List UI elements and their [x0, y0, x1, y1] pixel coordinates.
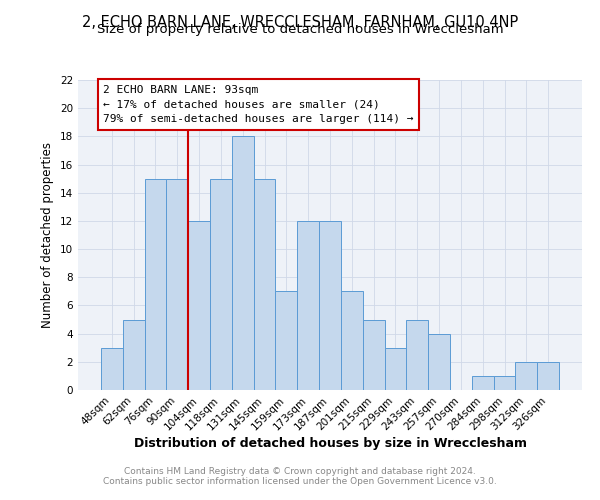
- X-axis label: Distribution of detached houses by size in Wrecclesham: Distribution of detached houses by size …: [133, 438, 527, 450]
- Bar: [341, 292, 363, 390]
- Bar: [297, 221, 319, 390]
- Text: Contains public sector information licensed under the Open Government Licence v3: Contains public sector information licen…: [103, 477, 497, 486]
- Text: 2 ECHO BARN LANE: 93sqm
← 17% of detached houses are smaller (24)
79% of semi-de: 2 ECHO BARN LANE: 93sqm ← 17% of detache…: [103, 84, 414, 124]
- Bar: [472, 376, 494, 390]
- Bar: [166, 178, 188, 390]
- Bar: [363, 320, 385, 390]
- Bar: [515, 362, 537, 390]
- Bar: [101, 348, 123, 390]
- Bar: [494, 376, 515, 390]
- Bar: [254, 178, 275, 390]
- Bar: [123, 320, 145, 390]
- Bar: [406, 320, 428, 390]
- Text: Size of property relative to detached houses in Wrecclesham: Size of property relative to detached ho…: [97, 22, 503, 36]
- Bar: [428, 334, 450, 390]
- Bar: [385, 348, 406, 390]
- Bar: [210, 178, 232, 390]
- Bar: [232, 136, 254, 390]
- Bar: [145, 178, 166, 390]
- Text: 2, ECHO BARN LANE, WRECCLESHAM, FARNHAM, GU10 4NP: 2, ECHO BARN LANE, WRECCLESHAM, FARNHAM,…: [82, 15, 518, 30]
- Bar: [188, 221, 210, 390]
- Bar: [275, 292, 297, 390]
- Y-axis label: Number of detached properties: Number of detached properties: [41, 142, 55, 328]
- Text: Contains HM Land Registry data © Crown copyright and database right 2024.: Contains HM Land Registry data © Crown c…: [124, 467, 476, 476]
- Bar: [537, 362, 559, 390]
- Bar: [319, 221, 341, 390]
